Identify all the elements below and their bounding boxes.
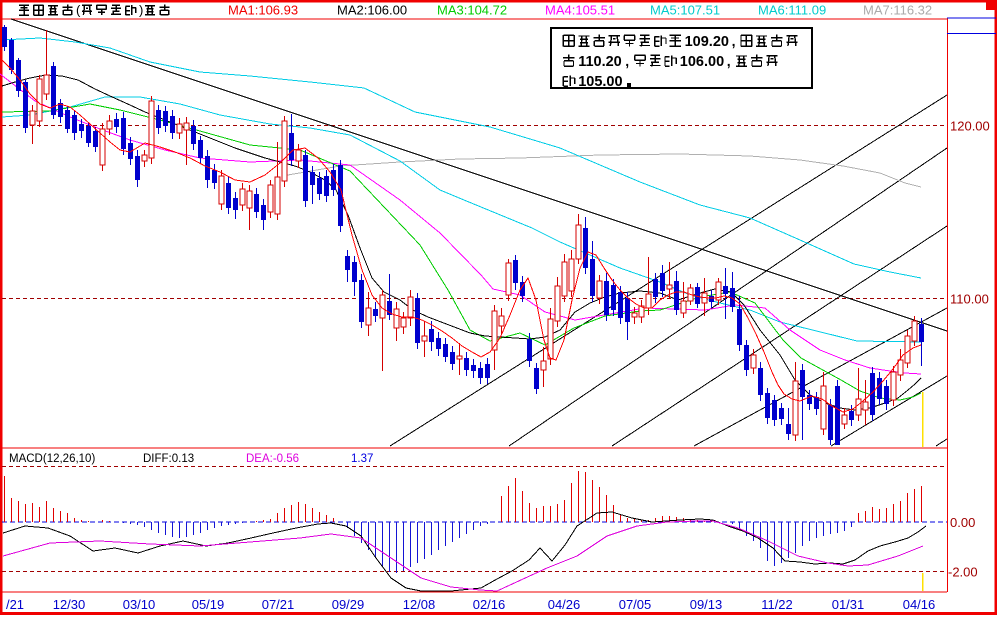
svg-text:03/10: 03/10 bbox=[123, 597, 156, 612]
svg-text:MA4:105.51: MA4:105.51 bbox=[545, 3, 615, 18]
svg-text:04/26: 04/26 bbox=[548, 597, 581, 612]
svg-text:07/21: 07/21 bbox=[262, 597, 295, 612]
svg-text:110.00: 110.00 bbox=[950, 292, 989, 307]
svg-text:120.00: 120.00 bbox=[950, 119, 990, 134]
svg-text:MA6:111.09: MA6:111.09 bbox=[758, 3, 826, 18]
svg-text:12/08: 12/08 bbox=[403, 597, 436, 612]
svg-text:12/30: 12/30 bbox=[53, 597, 86, 612]
svg-text:MA1:106.93: MA1:106.93 bbox=[228, 3, 298, 18]
svg-text:109.20: 109.20 bbox=[685, 34, 729, 50]
svg-text:106.00: 106.00 bbox=[680, 54, 724, 70]
svg-text:/21: /21 bbox=[6, 597, 24, 612]
svg-text:07/05: 07/05 bbox=[619, 597, 652, 612]
svg-text:,: , bbox=[625, 53, 629, 69]
svg-text:MA2:106.00: MA2:106.00 bbox=[337, 3, 407, 18]
svg-text:): ) bbox=[139, 3, 143, 18]
svg-text:02/16: 02/16 bbox=[473, 597, 506, 612]
svg-text:(: ( bbox=[76, 3, 81, 18]
svg-text:09/29: 09/29 bbox=[332, 597, 365, 612]
svg-text:MA5:107.51: MA5:107.51 bbox=[650, 3, 720, 18]
svg-text:,: , bbox=[727, 53, 731, 69]
svg-text:01/31: 01/31 bbox=[832, 597, 865, 612]
svg-text:105.00: 105.00 bbox=[578, 74, 622, 90]
svg-text:11/22: 11/22 bbox=[761, 597, 793, 612]
svg-text:MACD(12,26,10): MACD(12,26,10) bbox=[9, 453, 95, 465]
svg-text:MA3:104.72: MA3:104.72 bbox=[437, 3, 507, 18]
svg-text:-2.00: -2.00 bbox=[948, 565, 978, 580]
svg-text:110.20: 110.20 bbox=[578, 54, 622, 70]
svg-text:05/19: 05/19 bbox=[192, 597, 225, 612]
svg-text:DEA:-0.56: DEA:-0.56 bbox=[246, 453, 299, 465]
svg-text:MA7:116.32: MA7:116.32 bbox=[863, 3, 932, 18]
svg-text:,: , bbox=[732, 33, 736, 49]
svg-text:DIFF:0.13: DIFF:0.13 bbox=[143, 453, 194, 465]
svg-text:0.00: 0.00 bbox=[950, 515, 975, 530]
svg-text:1.37: 1.37 bbox=[351, 453, 373, 465]
svg-text:04/16: 04/16 bbox=[903, 597, 936, 612]
svg-text:09/13: 09/13 bbox=[690, 597, 723, 612]
